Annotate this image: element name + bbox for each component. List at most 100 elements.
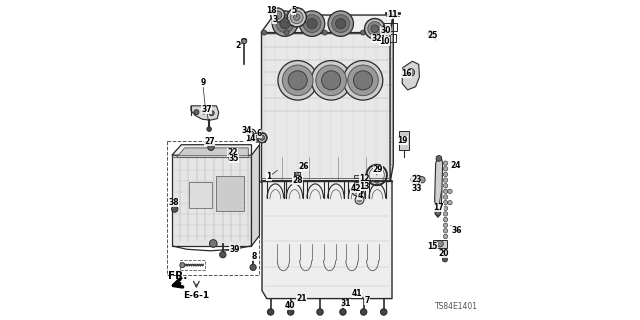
Circle shape — [295, 178, 298, 181]
Circle shape — [444, 195, 448, 199]
Circle shape — [351, 185, 363, 196]
Circle shape — [312, 60, 351, 100]
Text: 6: 6 — [257, 129, 262, 138]
Bar — [399, 131, 408, 150]
Circle shape — [444, 217, 448, 222]
Circle shape — [411, 175, 420, 184]
Polygon shape — [191, 106, 219, 120]
Circle shape — [278, 60, 317, 100]
Circle shape — [284, 30, 289, 35]
Text: 21: 21 — [296, 294, 307, 303]
Circle shape — [300, 11, 324, 36]
Text: 37: 37 — [201, 105, 212, 125]
Text: 18: 18 — [266, 6, 277, 15]
Text: 32: 32 — [371, 34, 382, 43]
Circle shape — [360, 309, 367, 315]
Polygon shape — [261, 33, 390, 182]
Circle shape — [322, 30, 327, 35]
Text: 2: 2 — [235, 41, 243, 51]
Circle shape — [353, 71, 372, 90]
Polygon shape — [252, 145, 259, 246]
Polygon shape — [177, 148, 248, 157]
Circle shape — [316, 65, 346, 96]
Text: 5: 5 — [291, 6, 297, 17]
Polygon shape — [294, 178, 300, 181]
Polygon shape — [172, 145, 252, 155]
Circle shape — [209, 240, 217, 247]
Text: 23: 23 — [411, 175, 422, 184]
Circle shape — [335, 19, 346, 29]
Text: 30: 30 — [380, 26, 391, 35]
Text: 29: 29 — [372, 165, 383, 175]
Text: 16: 16 — [401, 69, 412, 78]
Text: 31: 31 — [341, 299, 351, 308]
Circle shape — [328, 11, 353, 36]
Circle shape — [268, 309, 274, 315]
Text: 34: 34 — [241, 126, 252, 135]
Circle shape — [262, 30, 267, 35]
Circle shape — [207, 127, 211, 131]
Circle shape — [355, 196, 364, 204]
Text: 41: 41 — [352, 289, 362, 298]
Circle shape — [259, 135, 264, 140]
Text: E-6-1: E-6-1 — [183, 291, 209, 300]
Text: 8: 8 — [251, 252, 257, 263]
Polygon shape — [301, 163, 306, 167]
Circle shape — [357, 197, 362, 202]
Text: 4: 4 — [357, 191, 362, 200]
Circle shape — [437, 241, 444, 247]
Circle shape — [249, 131, 253, 136]
Text: 36: 36 — [451, 225, 461, 235]
Polygon shape — [216, 176, 244, 211]
Circle shape — [255, 135, 259, 140]
Circle shape — [444, 189, 448, 194]
Circle shape — [444, 206, 448, 211]
Text: 25: 25 — [427, 31, 437, 40]
Bar — [180, 260, 205, 270]
Text: 3: 3 — [272, 15, 278, 24]
Circle shape — [444, 234, 448, 239]
Circle shape — [444, 228, 448, 233]
Circle shape — [172, 206, 178, 212]
Circle shape — [229, 156, 234, 161]
Circle shape — [354, 187, 360, 194]
Circle shape — [348, 65, 378, 96]
Circle shape — [368, 22, 382, 36]
Text: 42: 42 — [351, 184, 361, 193]
Text: 19: 19 — [397, 136, 408, 145]
Text: 35: 35 — [228, 154, 239, 163]
Polygon shape — [172, 155, 252, 246]
Circle shape — [317, 309, 323, 315]
Text: 39: 39 — [224, 245, 240, 254]
Circle shape — [436, 156, 442, 161]
Circle shape — [360, 30, 365, 35]
Text: 9: 9 — [200, 78, 205, 106]
Circle shape — [407, 68, 415, 76]
Circle shape — [250, 264, 256, 270]
Text: 28: 28 — [292, 176, 303, 185]
Text: 13: 13 — [358, 182, 369, 191]
Circle shape — [444, 212, 448, 216]
Polygon shape — [390, 15, 394, 182]
Text: 24: 24 — [450, 161, 461, 170]
Circle shape — [444, 183, 448, 188]
Polygon shape — [261, 15, 394, 33]
Circle shape — [288, 71, 307, 90]
Circle shape — [202, 110, 205, 114]
Polygon shape — [402, 61, 419, 90]
Polygon shape — [294, 172, 300, 175]
Circle shape — [444, 167, 448, 171]
Circle shape — [444, 200, 448, 205]
Text: 17: 17 — [433, 191, 444, 212]
Circle shape — [340, 309, 346, 315]
Circle shape — [442, 257, 447, 262]
Circle shape — [180, 263, 185, 268]
Text: 10: 10 — [379, 37, 390, 46]
Circle shape — [280, 19, 290, 29]
Circle shape — [194, 110, 199, 115]
Circle shape — [209, 111, 214, 116]
Text: FR.: FR. — [168, 271, 187, 281]
Circle shape — [332, 15, 349, 33]
Circle shape — [271, 8, 285, 22]
Text: 1: 1 — [266, 170, 278, 181]
